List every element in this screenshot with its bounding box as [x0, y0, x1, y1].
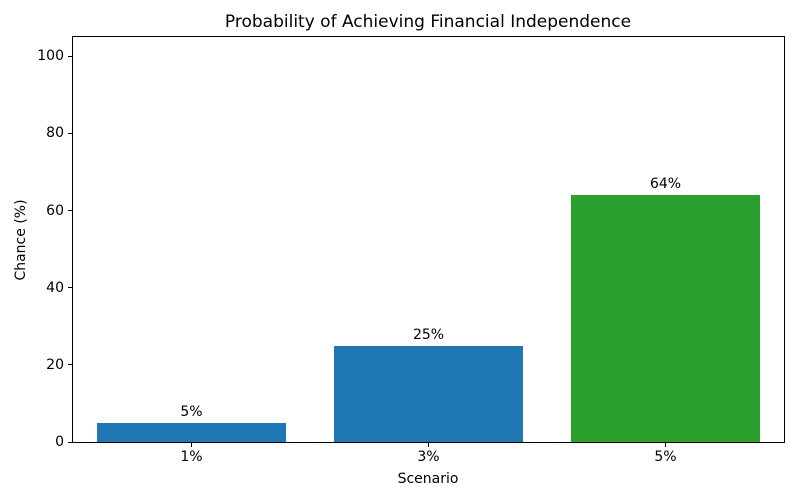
bar-2 — [333, 345, 524, 442]
x-axis-label: Scenario — [397, 471, 459, 487]
y-tick-label: 60 — [46, 202, 64, 219]
y-axis-label: Chance (%) — [13, 199, 29, 281]
y-tick-mark — [68, 364, 72, 366]
y-tick-mark — [68, 132, 72, 134]
y-tick-label: 40 — [46, 279, 64, 296]
bar-1 — [96, 422, 287, 442]
y-tick-mark — [68, 441, 72, 443]
bar-3 — [570, 195, 761, 442]
x-tick-mark — [191, 443, 192, 447]
y-tick-label: 0 — [55, 434, 64, 450]
bar-value-label: 64% — [649, 176, 682, 193]
plot-area: 0 20 40 60 80 100 5% 1% 25% 3% 64% 5% — [37, 36, 785, 465]
y-tick-label: 100 — [37, 48, 64, 65]
y-tick-mark — [68, 287, 72, 289]
x-tick-label: 3% — [417, 449, 440, 465]
y-tick-label: 20 — [46, 356, 64, 373]
bar-value-label: 25% — [412, 326, 445, 343]
x-tick-label: 5% — [654, 449, 677, 465]
chart-title: Probability of Achieving Financial Indep… — [224, 12, 632, 32]
y-tick-label: 80 — [46, 125, 64, 142]
bar-value-label: 5% — [180, 403, 203, 420]
y-tick-mark — [68, 210, 72, 212]
x-tick-mark — [428, 443, 429, 447]
x-tick-mark — [665, 443, 666, 447]
x-tick-label: 1% — [180, 449, 203, 465]
y-tick-mark — [68, 55, 72, 57]
